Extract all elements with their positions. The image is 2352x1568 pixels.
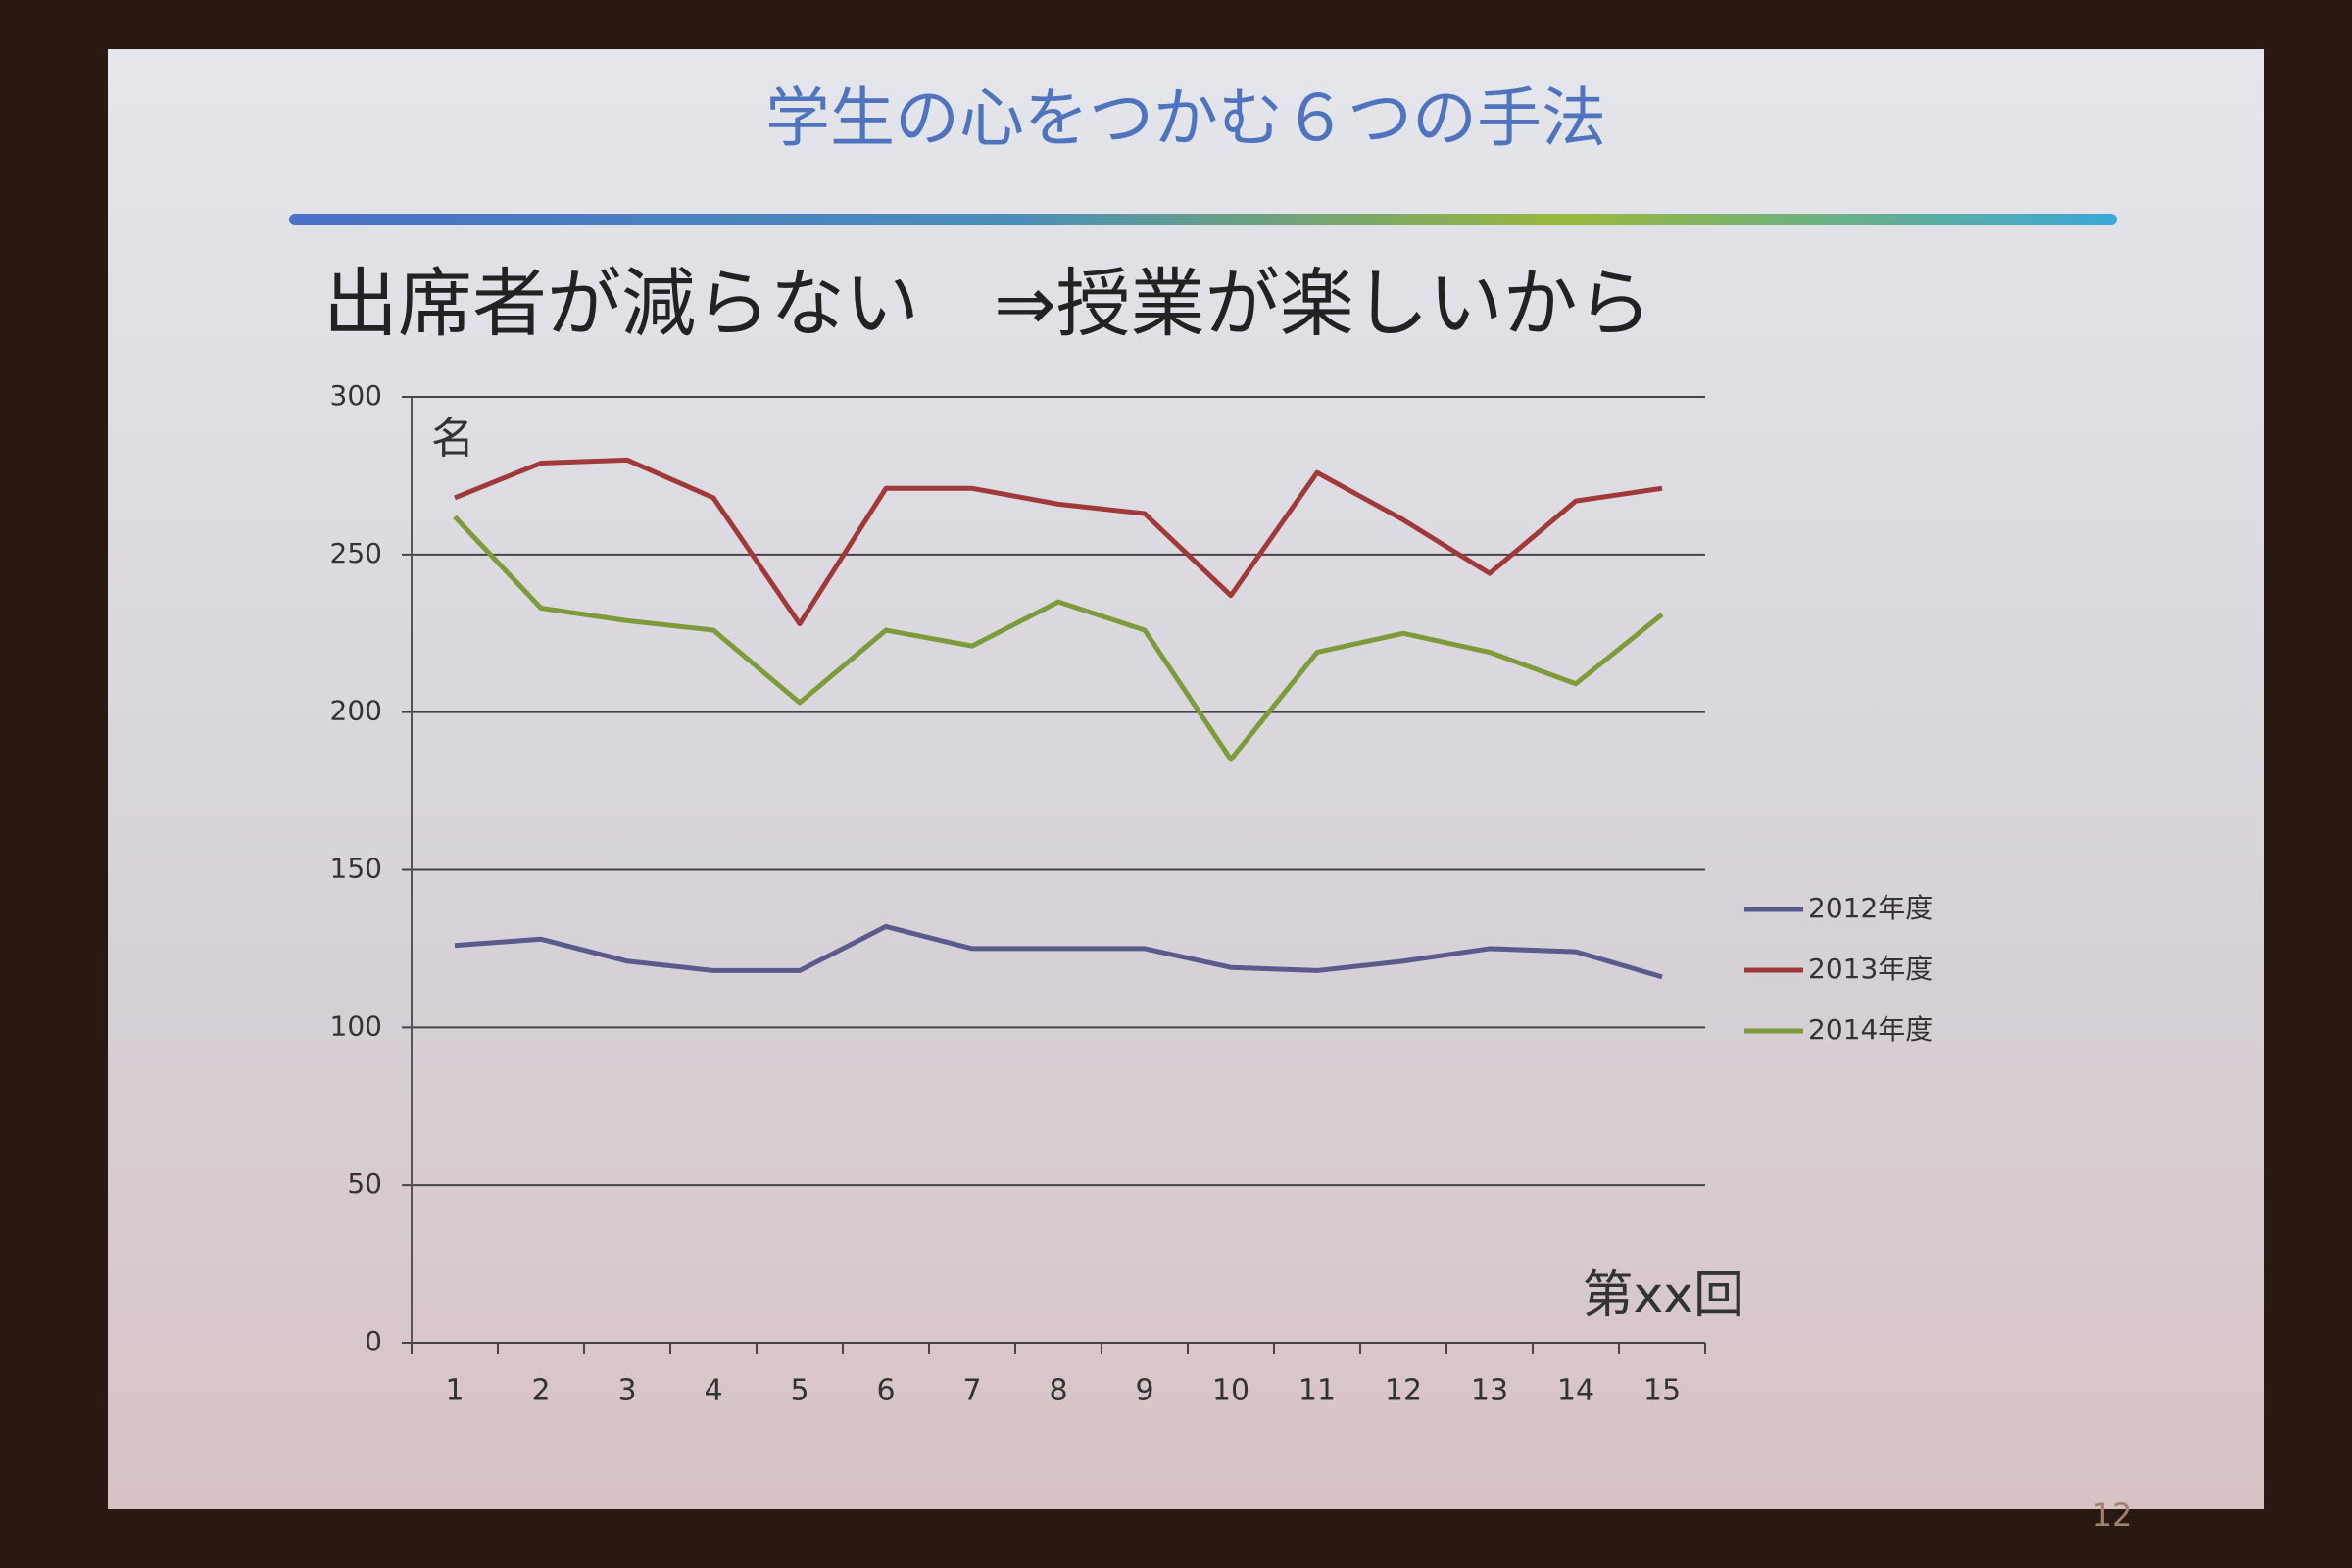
y-axis-label: 名: [431, 414, 474, 464]
y-tick-label: 100: [330, 1009, 382, 1042]
x-tick-label: 4: [704, 1374, 722, 1408]
y-tick-label: 200: [330, 695, 382, 727]
title-rule: [289, 214, 2117, 225]
x-tick-label: 3: [617, 1374, 636, 1408]
x-tick-label: 13: [1471, 1374, 1508, 1408]
series-line: [454, 923, 1663, 980]
slide-title: 学生の心をつかむ６つの手法: [765, 80, 1606, 156]
legend-label: 2013年度: [1808, 953, 1933, 985]
slide-subtitle: 出席者が減らない ⇒授業が楽しいから: [323, 260, 1652, 347]
x-tick-label: 8: [1049, 1374, 1067, 1408]
x-tick-label: 15: [1643, 1374, 1681, 1408]
series-line: [454, 457, 1663, 627]
legend-label: 2012年度: [1808, 892, 1933, 924]
x-tick-label: 10: [1212, 1374, 1250, 1408]
x-tick-label: 5: [790, 1374, 808, 1408]
x-tick-label: 11: [1298, 1374, 1336, 1408]
x-tick-label: 2: [531, 1374, 550, 1408]
legend-label: 2014年度: [1808, 1013, 1933, 1046]
y-tick-label: 50: [347, 1167, 382, 1200]
page-number: 12: [2092, 1496, 2132, 1534]
x-tick-label: 6: [876, 1374, 895, 1408]
x-tick-label: 12: [1385, 1374, 1422, 1408]
slide: [108, 49, 2264, 1509]
y-tick-label: 300: [330, 379, 382, 412]
y-tick-label: 0: [365, 1325, 382, 1357]
x-tick-label: 14: [1557, 1374, 1594, 1408]
y-tick-label: 250: [330, 537, 382, 569]
x-tick-label: 7: [962, 1374, 981, 1408]
x-tick-label: 9: [1135, 1374, 1153, 1408]
x-tick-label: 1: [445, 1374, 464, 1408]
x-axis-label: 第xx回: [1582, 1266, 1744, 1325]
series-line: [453, 514, 1664, 762]
y-tick-label: 150: [330, 853, 382, 885]
